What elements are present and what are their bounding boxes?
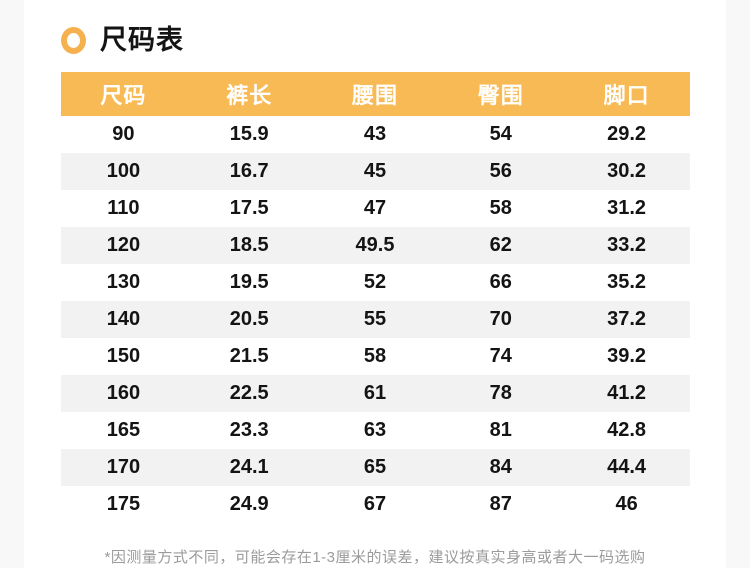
table-row: 120 18.5 49.5 62 33.2 <box>60 227 690 264</box>
table-cell: 52 <box>363 271 387 293</box>
table-cell: 58 <box>363 345 387 367</box>
table-cell: 46 <box>615 493 638 515</box>
table-cell: 78 <box>489 382 512 404</box>
ring-bullet-icon <box>61 26 86 54</box>
table-row: 110 17.5 47 58 31.2 <box>61 190 690 227</box>
table-cell: 30.2 <box>607 160 647 182</box>
table-cell: 56 <box>489 160 512 182</box>
table-cell: 54 <box>489 123 512 145</box>
table-row: 90 15.9 43 54 29.2 <box>61 116 690 153</box>
table-cell: 110 <box>107 197 140 219</box>
size-table: 尺码 裤长 腰围 臀围 脚口 90 15.9 43 54 29.2 100 16.7 45 56… <box>60 72 690 523</box>
table-cell: 44.4 <box>607 456 647 478</box>
table-cell: 41.2 <box>607 382 647 404</box>
table-cell: 61 <box>363 382 387 404</box>
column-header-leg-opening: 脚口 <box>563 72 690 116</box>
table-cell: 130 <box>106 271 141 293</box>
table-row: 165 23.3 63 81 42.8 <box>61 412 690 449</box>
table-row: 140 20.5 55 70 37.2 <box>60 301 690 338</box>
table-cell: 150 <box>106 345 141 367</box>
table-row: 100 16.7 45 56 30.2 <box>60 153 690 190</box>
table-cell: 47 <box>363 197 387 219</box>
table-row: 130 19.5 52 66 35.2 <box>61 264 690 301</box>
table-cell: 120 <box>106 234 141 256</box>
table-cell: 170 <box>106 456 141 478</box>
table-row: 170 24.1 65 84 44.4 <box>60 449 690 486</box>
page-title: 尺码表 <box>100 24 184 55</box>
table-cell: 66 <box>489 271 512 293</box>
table-cell: 39.2 <box>607 345 647 367</box>
table-cell: 58 <box>489 197 512 219</box>
size-table-header: 尺码 裤长 腰围 臀围 脚口 <box>60 72 690 116</box>
column-header-waist: 腰围 <box>312 72 438 116</box>
column-header-size: 尺码 <box>60 72 187 116</box>
table-cell: 15.9 <box>229 123 269 145</box>
table-cell: 19.5 <box>229 271 269 293</box>
table-cell: 21.5 <box>229 345 269 367</box>
table-cell: 81 <box>489 419 512 441</box>
table-cell: 87 <box>489 493 512 515</box>
table-cell: 22.5 <box>229 382 269 404</box>
table-cell: 17.5 <box>229 197 269 219</box>
table-cell: 42.8 <box>607 419 647 441</box>
column-header-pant-length: 裤长 <box>186 72 313 116</box>
table-cell: 18.5 <box>229 234 269 256</box>
table-cell: 62 <box>489 234 512 256</box>
table-row: 175 24.9 67 87 46 <box>61 486 690 523</box>
table-cell: 43 <box>363 123 387 145</box>
section-title-row: 尺码表 <box>24 24 726 56</box>
table-cell: 63 <box>363 419 387 441</box>
table-cell: 16.7 <box>229 160 269 182</box>
table-cell: 90 <box>112 123 135 145</box>
page-content: 尺码表 尺码 裤长 腰围 臀围 脚口 90 15.9 43 54 29.2 100 16.7… <box>24 0 726 568</box>
table-cell: 23.3 <box>229 419 269 441</box>
measurement-footnote: *因测量方式不同，可能会存在1-3厘米的误差，建议按真实身高或者大一码选购 <box>104 549 646 566</box>
table-cell: 33.2 <box>607 234 647 256</box>
table-cell: 67 <box>363 493 387 515</box>
table-row: 160 22.5 61 78 41.2 <box>60 375 690 412</box>
table-cell: 65 <box>363 456 387 478</box>
table-cell: 35.2 <box>607 271 647 293</box>
table-cell: 37.2 <box>607 308 647 330</box>
table-cell: 140 <box>106 308 141 330</box>
table-cell: 100 <box>106 160 141 182</box>
table-cell: 175 <box>106 493 141 515</box>
table-cell: 84 <box>489 456 512 478</box>
header-row: 尺码 裤长 腰围 臀围 脚口 <box>60 72 690 116</box>
table-cell: 165 <box>106 419 141 441</box>
table-row: 150 21.5 58 74 39.2 <box>61 338 690 375</box>
table-cell: 20.5 <box>229 308 269 330</box>
table-cell: 49.5 <box>355 234 395 256</box>
table-cell: 74 <box>489 345 512 367</box>
table-cell: 70 <box>489 308 512 330</box>
table-cell: 31.2 <box>607 197 647 219</box>
table-cell: 55 <box>363 308 387 330</box>
size-table-body: 90 15.9 43 54 29.2 100 16.7 45 56 30.2 110 17.5 47 58… <box>60 116 690 523</box>
table-cell: 45 <box>363 160 387 182</box>
table-cell: 160 <box>106 382 141 404</box>
table-cell: 24.9 <box>229 493 269 515</box>
table-cell: 24.1 <box>229 456 269 478</box>
column-header-hip: 臀围 <box>437 72 564 116</box>
table-cell: 29.2 <box>607 123 647 145</box>
